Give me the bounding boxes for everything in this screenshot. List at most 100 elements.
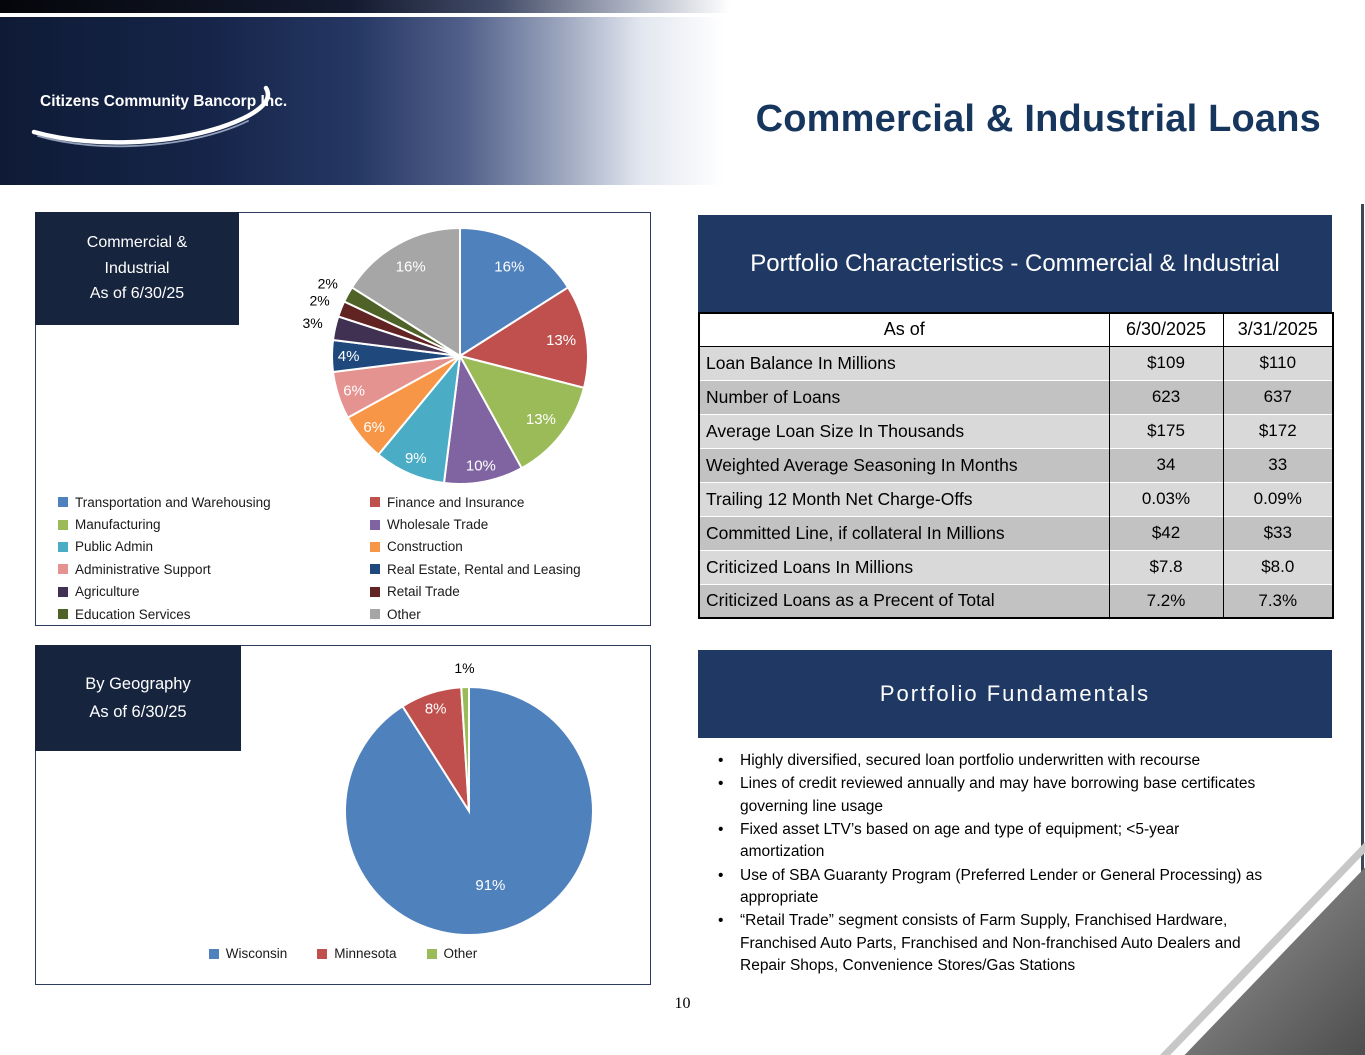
legend-swatch-icon <box>58 497 68 508</box>
legend-item-wisconsin: Wisconsin <box>208 946 288 961</box>
geography-pie-panel: 91% 8% 1% By Geography As of 6/30/25 Wisco… <box>35 645 651 985</box>
legend-item-manufacturing: Manufacturing <box>58 513 370 535</box>
fundamentals-list: Highly diversified, secured loan portfol… <box>706 750 1266 978</box>
pie-value-label: 10% <box>466 457 496 474</box>
table-row: Criticized Loans In Millions $7.8 $8.0 <box>699 549 1333 584</box>
table-row: Average Loan Size In Thousands $175 $172 <box>699 413 1333 448</box>
pie-slice-other <box>460 685 470 812</box>
row-value: 637 <box>1222 379 1333 414</box>
bullet-item: Fixed asset LTV’s based on age and type … <box>706 819 1266 864</box>
legend-label: Finance and Insurance <box>387 494 525 510</box>
pie-value-label: 1% <box>454 660 474 676</box>
row-label: Number of Loans <box>699 379 1109 414</box>
legend-item-real-estate-rental-and-leasing: Real Estate, Rental and Leasing <box>370 558 640 580</box>
row-label: Criticized Loans as a Precent of Total <box>699 583 1109 618</box>
legend-item-agriculture: Agriculture <box>58 581 370 603</box>
pie-slice-other <box>350 226 461 358</box>
row-label: Committed Line, if collateral In Million… <box>699 515 1109 550</box>
panel-label-line: By Geography <box>85 674 191 693</box>
row-label: Criticized Loans In Millions <box>699 549 1109 584</box>
pie-value-label: 8% <box>425 700 447 717</box>
slide-title: Commercial & Industrial Loans <box>755 98 1321 140</box>
legend-item-finance-and-insurance: Finance and Insurance <box>370 491 640 513</box>
legend-label: Other <box>387 606 421 622</box>
legend-label: Wisconsin <box>225 946 288 961</box>
row-value: 0.03% <box>1108 481 1223 516</box>
pie-value-label: 91% <box>475 877 505 894</box>
legend-label: Other <box>443 946 478 961</box>
legend-swatch-icon <box>370 541 380 552</box>
pie-value-label: 6% <box>343 382 365 399</box>
row-label: Average Loan Size In Thousands <box>699 413 1109 448</box>
bullet-item: Lines of credit reviewed annually and ma… <box>706 773 1266 818</box>
row-value: $110 <box>1222 346 1333 380</box>
row-value: $175 <box>1108 413 1223 448</box>
table-row: Criticized Loans as a Precent of Total 7.… <box>699 583 1333 618</box>
row-label: Trailing 12 Month Net Charge-Offs <box>699 481 1109 516</box>
legend-item-minnesota: Minnesota <box>317 946 397 961</box>
pie-value-label: 16% <box>396 258 426 275</box>
legend-item-other: Other <box>370 603 640 625</box>
pie-value-label: 3% <box>302 315 322 331</box>
legend-label: Public Admin <box>75 539 154 555</box>
logo-text: Citizens Community Bancorp Inc. <box>40 93 287 110</box>
row-label: Loan Balance In Millions <box>706 352 896 373</box>
legend-swatch-icon <box>370 564 380 575</box>
legend-swatch-icon <box>58 564 68 575</box>
legend-label: Manufacturing <box>75 517 161 533</box>
column-header-date2: 3/31/2025 <box>1222 313 1333 347</box>
pie-slice-wholesale-trade <box>442 352 524 485</box>
row-label: Weighted Average Seasoning In Months <box>699 447 1109 482</box>
pie-value-label: 16% <box>494 258 524 275</box>
industry-panel-label: Commercial & Industrial As of 6/30/25 <box>35 212 239 325</box>
table-row: Committed Line, if collateral In Million… <box>699 515 1333 550</box>
pie-slice-transportation-and-warehousing <box>459 226 570 358</box>
table-row: Weighted Average Seasoning In Months 34 33 <box>699 447 1333 482</box>
legend-label: Education Services <box>75 606 191 622</box>
fundamentals-title: Portfolio Fundamentals <box>879 681 1151 706</box>
row-value: $42 <box>1108 515 1223 550</box>
fundamentals-header: Portfolio Fundamentals <box>698 650 1332 738</box>
pie-slice-manufacturing <box>458 354 586 470</box>
legend-label: Transportation and Warehousing <box>75 494 271 510</box>
legend-swatch-icon <box>426 948 437 959</box>
characteristics-title: Portfolio Characteristics - Commercial &… <box>750 249 1280 277</box>
panel-label-line: Industrial <box>104 259 170 277</box>
row-value: 7.3% <box>1222 583 1333 618</box>
legend-label: Retail Trade <box>387 584 460 600</box>
table-row: Number of Loans 623 637 <box>699 379 1333 414</box>
top-accent-strip <box>0 0 730 13</box>
row-value: 34 <box>1108 447 1223 482</box>
legend-label: Construction <box>387 539 463 555</box>
logo-swoosh-shadow-icon <box>37 120 249 148</box>
panel-label-line: As of 6/30/25 <box>89 285 185 303</box>
pie-value-label: 6% <box>363 419 385 436</box>
panel-label-line: As of 6/30/25 <box>89 703 187 721</box>
pie-value-label: 13% <box>526 411 556 428</box>
industry-legend: Transportation and Warehousing Finance an… <box>58 491 640 625</box>
geography-legend: Wisconsin Minnesota Other <box>36 946 650 961</box>
legend-swatch-icon <box>370 609 380 620</box>
bullet-item: Use of SBA Guaranty Program (Preferred L… <box>706 865 1266 910</box>
legend-item-administrative-support: Administrative Support <box>58 558 370 580</box>
legend-item-other: Other <box>426 946 478 961</box>
corner-fold-decoration <box>1160 842 1365 1055</box>
legend-item-transportation-and-warehousing: Transportation and Warehousing <box>58 491 370 513</box>
logo-swoosh-icon <box>31 85 271 145</box>
geography-panel-label: By Geography As of 6/30/25 <box>35 645 241 751</box>
page-number: 10 <box>674 995 691 1012</box>
legend-swatch-icon <box>58 541 68 552</box>
legend-item-public-admin: Public Admin <box>58 536 370 558</box>
legend-swatch-icon <box>370 519 380 530</box>
bullet-item: Highly diversified, secured loan portfol… <box>706 750 1266 773</box>
industry-pie-chart: 16% 13% 13% 10% 9% 6% 6% 4% 3% 2%2% 16% <box>302 226 589 485</box>
row-value: $172 <box>1222 413 1333 448</box>
right-edge-line <box>1361 204 1364 1054</box>
table-row: Loan Balance In Millions $109 $110 <box>699 346 1333 380</box>
legend-swatch-icon <box>370 586 380 597</box>
legend-label: Administrative Support <box>75 561 211 577</box>
row-value: 7.2% <box>1108 583 1223 618</box>
legend-label: Wholesale Trade <box>387 517 489 533</box>
row-value: 623 <box>1108 379 1223 414</box>
